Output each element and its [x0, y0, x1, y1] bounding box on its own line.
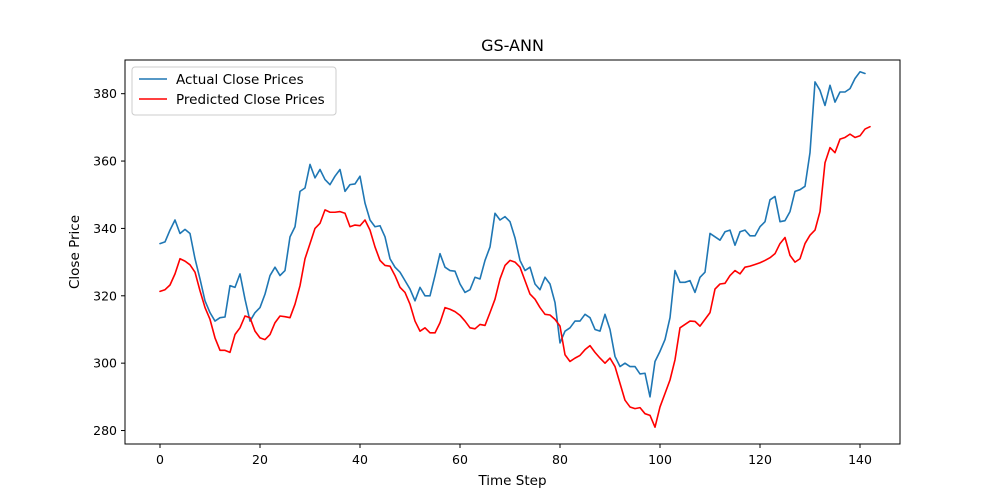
y-axis-label: Close Price	[67, 215, 83, 289]
x-tick-label: 140	[848, 452, 872, 467]
x-tick-label: 120	[748, 452, 772, 467]
x-tick-label: 40	[352, 452, 368, 467]
plot-frame	[124, 59, 901, 445]
chart-title: GS-ANN	[481, 36, 544, 55]
legend-label-predicted: Predicted Close Prices	[176, 92, 325, 108]
x-tick-label: 60	[452, 452, 468, 467]
series-line-predicted	[159, 125, 871, 428]
x-tick-label: 80	[552, 452, 568, 467]
y-tick-label: 340	[93, 221, 117, 236]
x-axis: 0 20 40 60 80 100 120 140	[156, 444, 872, 467]
y-tick-label: 300	[93, 356, 117, 371]
y-tick-label: 360	[93, 154, 117, 169]
series-line-actual	[159, 70, 866, 398]
x-axis-label: Time Step	[477, 473, 546, 489]
y-tick-label: 320	[93, 288, 117, 303]
y-tick-label: 280	[93, 423, 117, 438]
legend-label-actual: Actual Close Prices	[176, 72, 304, 88]
series-layer	[159, 70, 871, 428]
x-tick-label: 20	[252, 452, 268, 467]
y-axis: 280 300 320 340 360 380	[93, 86, 125, 438]
x-tick-label: 100	[648, 452, 672, 467]
x-tick-label: 0	[156, 452, 164, 467]
y-tick-label: 380	[93, 86, 117, 101]
legend-frame	[131, 66, 337, 116]
legend: Actual Close Prices Predicted Close Pric…	[131, 66, 337, 116]
